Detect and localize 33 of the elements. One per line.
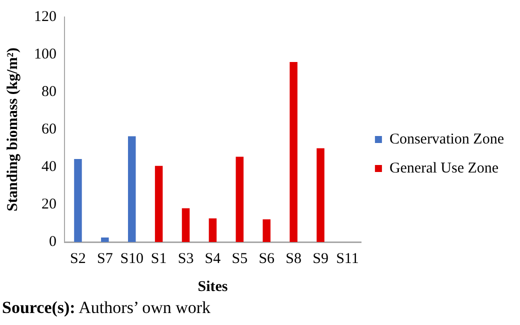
bar [182,208,190,242]
y-tick-label: 120 [34,8,56,25]
bar [290,62,298,242]
bar [316,148,324,242]
y-tick-label: 40 [42,158,56,175]
bar [262,219,270,242]
x-tick-label: S11 [336,250,359,267]
bar [154,166,163,242]
bar [236,156,244,242]
bar [208,218,217,242]
x-axis-title: Sites [198,278,228,295]
y-tick-label: 100 [34,46,56,62]
legend-label: Conservation Zone [389,131,504,148]
x-tick-label: S7 [97,250,114,267]
x-tick-label: S8 [286,250,302,267]
x-tick-label: S9 [312,250,328,267]
y-tick-label: 20 [42,196,56,212]
y-tick-label: 0 [49,234,56,250]
bar [74,158,82,242]
source-note: Source(s): Authors’ own work [2,298,211,318]
x-tick-label: S1 [150,250,167,267]
x-tick-label: S10 [120,250,144,267]
x-tick-label: S3 [178,250,194,267]
x-tick-label: S6 [258,250,276,267]
bar [128,136,136,242]
y-axis-title: Standing biomass (kg/m²) [4,48,21,212]
y-tick-label: 80 [42,84,56,100]
y-tick-label: 60 [42,121,56,138]
bar [101,238,109,242]
x-tick-label: S4 [204,250,222,267]
x-tick-label: S2 [70,250,86,267]
x-tick-label: S5 [232,250,248,267]
legend-label: General Use Zone [389,160,499,176]
